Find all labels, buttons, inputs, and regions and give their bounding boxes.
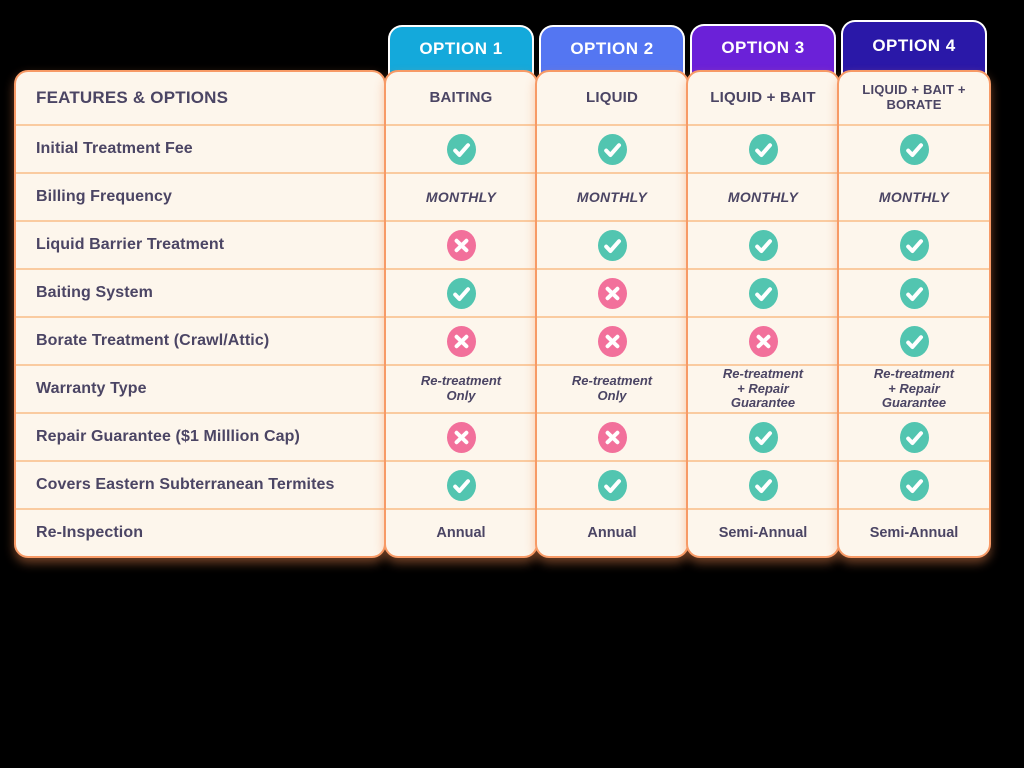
check-icon [597,469,627,501]
check-icon [597,229,627,261]
check-icon [899,325,929,357]
check-icon [899,133,929,165]
check-icon [748,277,778,309]
option-tab-label: OPTION 2 [570,38,654,58]
value-cell: Semi-Annual [688,508,838,556]
feature-label: Warranty Type [16,364,384,412]
cross-icon [597,277,627,309]
value-cell [839,460,989,508]
value-text: MONTHLY [727,189,799,205]
features-column: FEATURES & OPTIONS Initial Treatment Fee… [14,70,386,558]
value-cell [537,412,687,460]
value-cell [386,460,536,508]
option-tab-label: OPTION 4 [872,36,956,55]
check-icon [748,421,778,453]
check-icon [748,469,778,501]
option-column-header: BAITING [429,89,493,107]
cross-icon [446,421,476,453]
feature-label: Liquid Barrier Treatment [16,220,384,268]
value-cell [386,412,536,460]
check-icon [748,229,778,261]
feature-label: Initial Treatment Fee [16,124,384,172]
value-cell [537,316,687,364]
value-cell [386,220,536,268]
check-icon [748,133,778,165]
option-tab-label: OPTION 3 [721,38,805,57]
option-tab-label: OPTION 1 [419,38,503,58]
option-column-header: LIQUID + BAIT [710,89,816,107]
cross-icon [446,229,476,261]
value-cell: Annual [537,508,687,556]
value-cell [537,460,687,508]
value-cell [688,220,838,268]
feature-label: Re-Inspection [16,508,384,556]
value-text: MONTHLY [425,189,497,205]
feature-label: Covers Eastern Subterranean Termites [16,460,384,508]
value-text: Annual [436,525,486,541]
feature-label: Borate Treatment (Crawl/Attic) [16,316,384,364]
value-cell: Re-treatment Only [537,364,687,412]
value-cell [688,124,838,172]
value-text: Re-treatment + Repair Guarantee [873,366,955,411]
value-cell [537,220,687,268]
option-column: LIQUID + BAIT + BORATE MONTHLY Re-treatmen… [837,70,991,558]
features-header: FEATURES & OPTIONS [36,88,229,108]
option-column: LIQUID MONTHLY Re-treatment Only Annual [535,70,689,558]
option-column: BAITING MONTHLY Re-treatment Only Annual [384,70,538,558]
option-column-header: LIQUID [585,89,639,107]
option-column-header: LIQUID + BAIT + BORATE [862,82,966,112]
check-icon [597,133,627,165]
check-icon [899,229,929,261]
value-cell [839,268,989,316]
value-cell [839,316,989,364]
value-cell [839,412,989,460]
value-cell: Annual [386,508,536,556]
cross-icon [597,325,627,357]
value-cell: Semi-Annual [839,508,989,556]
feature-label: Billing Frequency [16,172,384,220]
value-text: MONTHLY [878,189,950,205]
cross-icon [597,421,627,453]
value-cell [688,268,838,316]
value-cell [386,316,536,364]
check-icon [446,133,476,165]
value-cell: Re-treatment + Repair Guarantee [839,364,989,412]
value-cell: Re-treatment Only [386,364,536,412]
feature-label: Repair Guarantee ($1 Milllion Cap) [16,412,384,460]
check-icon [899,277,929,309]
value-text: Re-treatment Only [571,373,653,403]
value-cell [688,316,838,364]
value-cell [386,268,536,316]
value-cell: MONTHLY [688,172,838,220]
feature-label: Baiting System [16,268,384,316]
check-icon [446,277,476,309]
check-icon [446,469,476,501]
value-cell: MONTHLY [839,172,989,220]
cross-icon [748,325,778,357]
value-text: Re-treatment Only [420,373,502,403]
value-cell [839,220,989,268]
value-cell [839,124,989,172]
value-cell: Re-treatment + Repair Guarantee [688,364,838,412]
value-cell [537,268,687,316]
value-text: MONTHLY [576,189,648,205]
value-cell: MONTHLY [537,172,687,220]
value-text: Semi-Annual [718,525,808,541]
cross-icon [446,325,476,357]
check-icon [899,469,929,501]
value-text: Re-treatment + Repair Guarantee [722,366,804,411]
value-cell [386,124,536,172]
value-cell [537,124,687,172]
option-column: LIQUID + BAIT MONTHLY Re-treatment + Repai… [686,70,840,558]
value-text: Semi-Annual [869,525,959,541]
value-cell [688,412,838,460]
value-cell [688,460,838,508]
check-icon [899,421,929,453]
value-text: Annual [587,525,637,541]
value-cell: MONTHLY [386,172,536,220]
